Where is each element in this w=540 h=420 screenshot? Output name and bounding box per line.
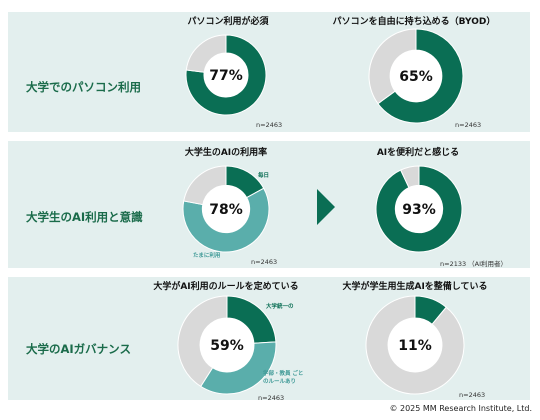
- sample-size-label: n=2133 （AI利用者）: [440, 260, 508, 268]
- sample-size-label: n=2463: [251, 258, 278, 266]
- section-label-governance: 大学のAIガバナンス: [26, 342, 131, 356]
- center-percentage-label: 78%: [209, 202, 243, 218]
- section-label-ai: 大学生のAI利用と意識: [26, 210, 143, 224]
- center-percentage-label: 65%: [399, 69, 433, 85]
- donut-hole: [390, 50, 442, 102]
- sample-size-label: n=2463: [256, 121, 283, 129]
- sample-size-label: n=2463: [258, 394, 285, 402]
- donut-hole: [204, 53, 248, 97]
- copyright-notice: © 2025 MM Research Institute, Ltd.: [389, 404, 532, 413]
- donut-chart-student-ai: 11%: [365, 295, 465, 395]
- donut-chart-byod: 65%: [368, 28, 464, 124]
- center-percentage-label: 59%: [210, 338, 244, 354]
- segment-label-department-rules: 学部・教員 ごとのルールあり: [263, 371, 304, 385]
- donut-hole: [395, 185, 443, 233]
- donut-chart-ai-useful: 93%: [375, 165, 463, 253]
- chart-title-student-ai: 大学が学生用生成AIを整備している: [342, 282, 488, 292]
- chart-title-ai-usage-rate: 大学生のAIの利用率: [184, 148, 268, 158]
- donut-chart-pc-required: 77%: [185, 34, 267, 116]
- chart-title-ai-useful: AIを便利だと感じる: [376, 148, 460, 158]
- arrow-icon: [317, 189, 335, 225]
- center-percentage-label: 93%: [402, 202, 436, 218]
- donut-chart-ai-rules: 59%: [177, 295, 277, 395]
- chart-title-ai-rules: 大学がAI利用のルールを定めている: [153, 282, 299, 292]
- sample-size-label: n=2463: [455, 121, 482, 129]
- chart-title-pc-required: パソコン利用が必須: [187, 17, 269, 27]
- donut-hole: [200, 318, 254, 372]
- sample-size-label: n=2463: [459, 391, 486, 399]
- section-label-pc: 大学でのパソコン利用: [26, 80, 141, 94]
- donut-chart-ai-usage-rate: 78%: [182, 165, 270, 253]
- donut-hole: [388, 318, 442, 372]
- segment-label-occasional: たまに利用: [193, 253, 221, 259]
- center-percentage-label: 11%: [398, 338, 432, 354]
- segment-label-university-wide: 大学統一の: [266, 304, 294, 310]
- center-percentage-label: 77%: [209, 68, 243, 84]
- segment-label-daily: 毎日: [258, 173, 270, 179]
- chart-title-byod: パソコンを自由に持ち込める（BYOD）: [332, 17, 496, 27]
- donut-hole: [202, 185, 250, 233]
